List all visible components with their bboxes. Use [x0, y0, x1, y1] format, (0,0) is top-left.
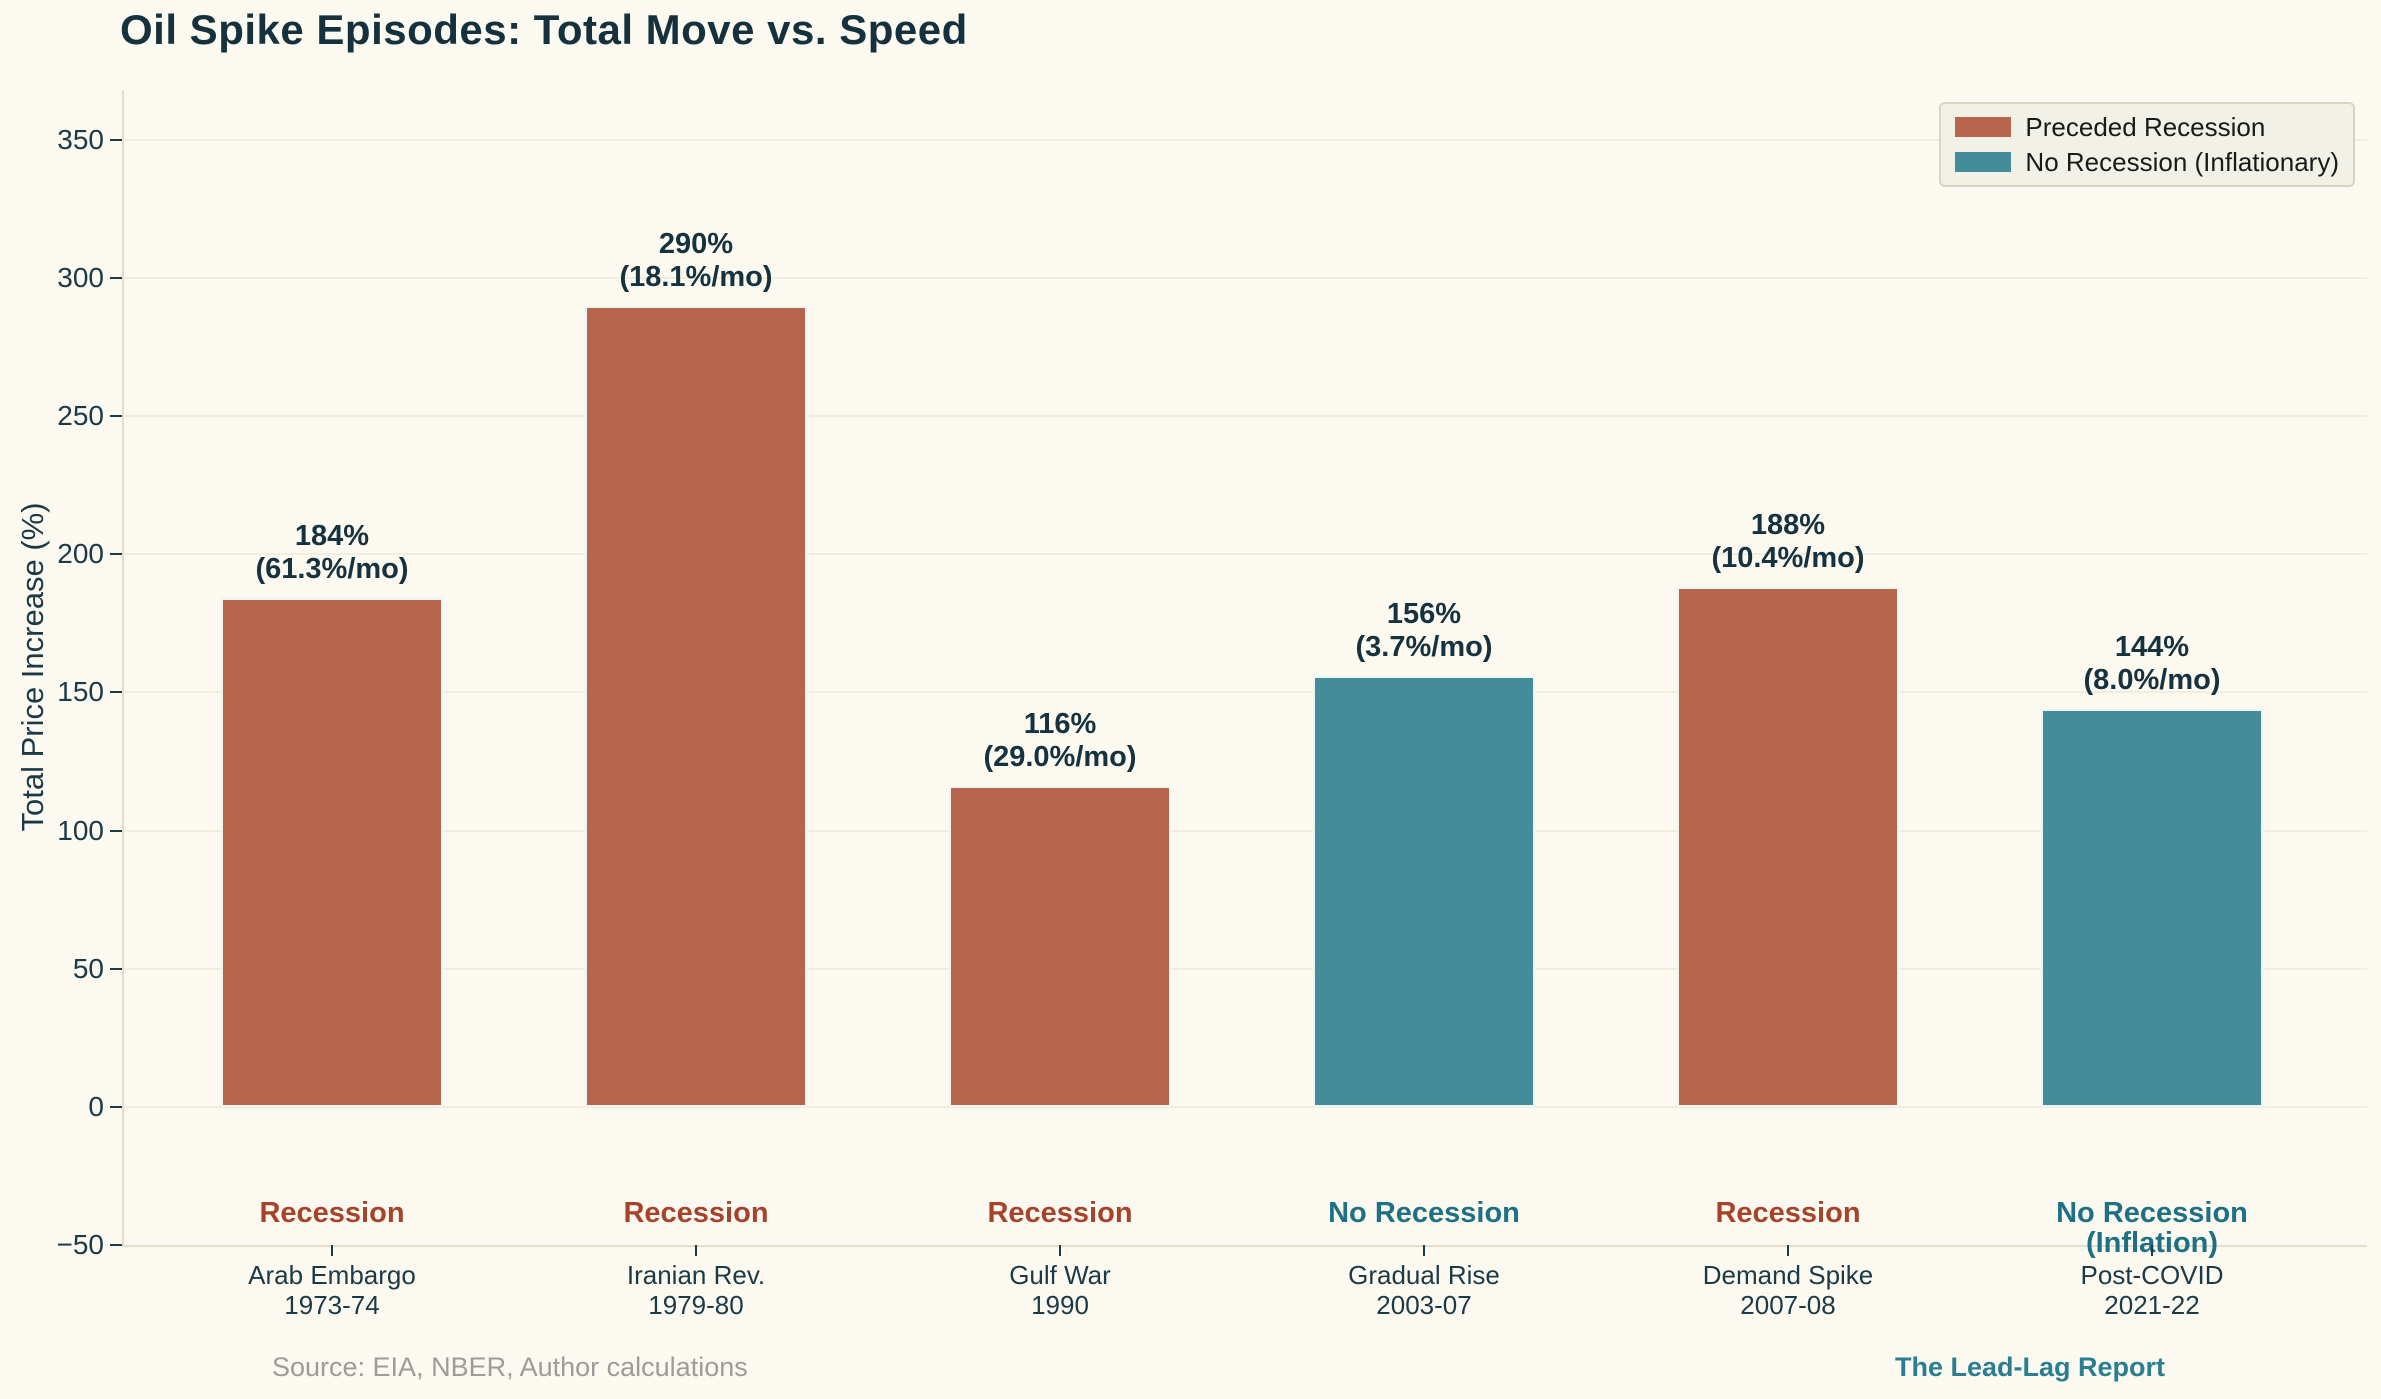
bar-total-label: 144% [2114, 630, 2190, 663]
bar-post-covid [2041, 708, 2263, 1107]
bar-rate-label: (10.4%/mo) [1711, 542, 1865, 575]
bar-total-label: 290% [658, 227, 734, 260]
recession-annotation: Recession [623, 1197, 769, 1229]
y-tick-mark [110, 967, 122, 970]
y-tick-label: −50 [56, 1229, 105, 1260]
x-tick-mark [331, 1245, 333, 1256]
bar-gradual-rise [1313, 675, 1535, 1107]
y-tick-mark [110, 1244, 122, 1246]
episode-years: 2007-08 [1740, 1290, 1836, 1320]
bar-gulf-war [949, 786, 1171, 1107]
gridline [124, 415, 2367, 418]
chart-title: Oil Spike Episodes: Total Move vs. Speed [120, 6, 968, 53]
episode-name: Arab Embargo [248, 1260, 416, 1290]
x-tick-label: Gradual Rise 2003-07 [1348, 1260, 1500, 1320]
episode-name: Gulf War [1009, 1260, 1111, 1290]
x-tick-label: Demand Spike 2007-08 [1703, 1260, 1874, 1320]
y-tick-mark [110, 691, 122, 694]
brand-signature: The Lead-Lag Report [1895, 1352, 2166, 1382]
source-note: Source: EIA, NBER, Author calculations [272, 1352, 748, 1382]
bar-value-label: 116% (29.0%/mo) [983, 708, 1136, 774]
y-tick-label: 350 [57, 123, 104, 155]
x-tick-mark [2151, 1245, 2153, 1256]
gridline [124, 967, 2367, 970]
episode-name: Gradual Rise [1348, 1260, 1500, 1290]
bar-rate-label: (3.7%/mo) [1355, 630, 1493, 663]
x-tick-mark [1787, 1245, 1789, 1256]
y-tick-label: 300 [57, 261, 104, 293]
bar-rate-label: (8.0%/mo) [2083, 663, 2221, 696]
recession-annotation: Recession [1715, 1197, 1861, 1229]
x-tick-label: Arab Embargo 1973-74 [248, 1260, 416, 1320]
y-tick-label: 150 [57, 676, 104, 708]
gridline [124, 691, 2367, 694]
y-tick-mark [110, 276, 122, 279]
recession-annotation: Recession [987, 1197, 1133, 1229]
y-tick-label: 100 [57, 814, 104, 846]
x-tick-mark [1059, 1245, 1061, 1256]
legend-swatch-no-recession [1955, 152, 2012, 172]
x-tick-mark [695, 1245, 697, 1256]
no-recession-annotation: No Recession [1328, 1197, 1520, 1229]
bar-rate-label: (61.3%/mo) [255, 553, 409, 586]
x-tick-mark [1423, 1245, 1425, 1256]
y-tick-label: 200 [57, 538, 104, 570]
x-tick-label: Gulf War 1990 [1009, 1260, 1111, 1320]
gridline [124, 1105, 2367, 1108]
recession-annotation: Recession [259, 1197, 405, 1229]
gridline [124, 276, 2367, 279]
legend-label: No Recession (Inflationary) [2025, 146, 2339, 177]
episode-name: Iranian Rev. [626, 1260, 766, 1290]
bar-iranian-rev [585, 305, 807, 1107]
episode-years: 2021-22 [2104, 1290, 2200, 1320]
legend-swatch-preceded-recession [1955, 117, 2012, 137]
x-tick-label: Post-COVID 2021-22 [2080, 1260, 2223, 1320]
y-tick-mark [110, 553, 122, 556]
bar-value-label: 156% (3.7%/mo) [1356, 598, 1493, 664]
episode-name: Post-COVID [2080, 1260, 2224, 1290]
legend: Preceded Recession No Recession (Inflati… [1939, 102, 2355, 187]
plot-area: 184% (61.3%/mo) Recession Arab Embargo 1… [110, 90, 2367, 1320]
gridline [124, 829, 2367, 832]
bar-total-label: 156% [1386, 597, 1462, 630]
bar-value-label: 144% (8.0%/mo) [2084, 631, 2221, 697]
legend-item-no-recession: No Recession (Inflationary) [1955, 147, 2339, 177]
y-tick-label: 250 [57, 400, 104, 432]
y-tick-mark [110, 138, 122, 141]
bar-total-label: 184% [294, 520, 370, 553]
bar-rate-label: (18.1%/mo) [619, 260, 773, 293]
y-tick-mark [110, 829, 122, 832]
legend-item-preceded-recession: Preceded Recession [1955, 112, 2339, 142]
bar-demand-spike [1677, 587, 1899, 1107]
episode-years: 1979-80 [648, 1290, 744, 1320]
legend-label: Preceded Recession [2025, 111, 2266, 142]
episode-years: 1990 [1031, 1290, 1089, 1320]
bar-total-label: 188% [1750, 509, 1826, 542]
y-tick-mark [110, 1105, 122, 1108]
gridline [124, 138, 2367, 141]
episode-years: 1973-74 [284, 1290, 380, 1320]
bar-arab-embargo [221, 598, 443, 1107]
y-tick-label: 50 [72, 952, 104, 984]
bar-value-label: 188% (10.4%/mo) [1711, 509, 1864, 575]
y-tick-mark [110, 415, 122, 418]
bar-total-label: 116% [1023, 708, 1097, 741]
x-tick-label: Iranian Rev. 1979-80 [627, 1260, 765, 1320]
bar-rate-label: (29.0%/mo) [983, 741, 1137, 774]
episode-years: 2003-07 [1376, 1290, 1472, 1320]
gridline [124, 553, 2367, 556]
y-tick-label: 0 [88, 1090, 104, 1122]
bar-value-label: 184% (61.3%/mo) [255, 520, 408, 586]
bar-value-label: 290% (18.1%/mo) [619, 228, 772, 294]
episode-name: Demand Spike [1702, 1260, 1874, 1290]
